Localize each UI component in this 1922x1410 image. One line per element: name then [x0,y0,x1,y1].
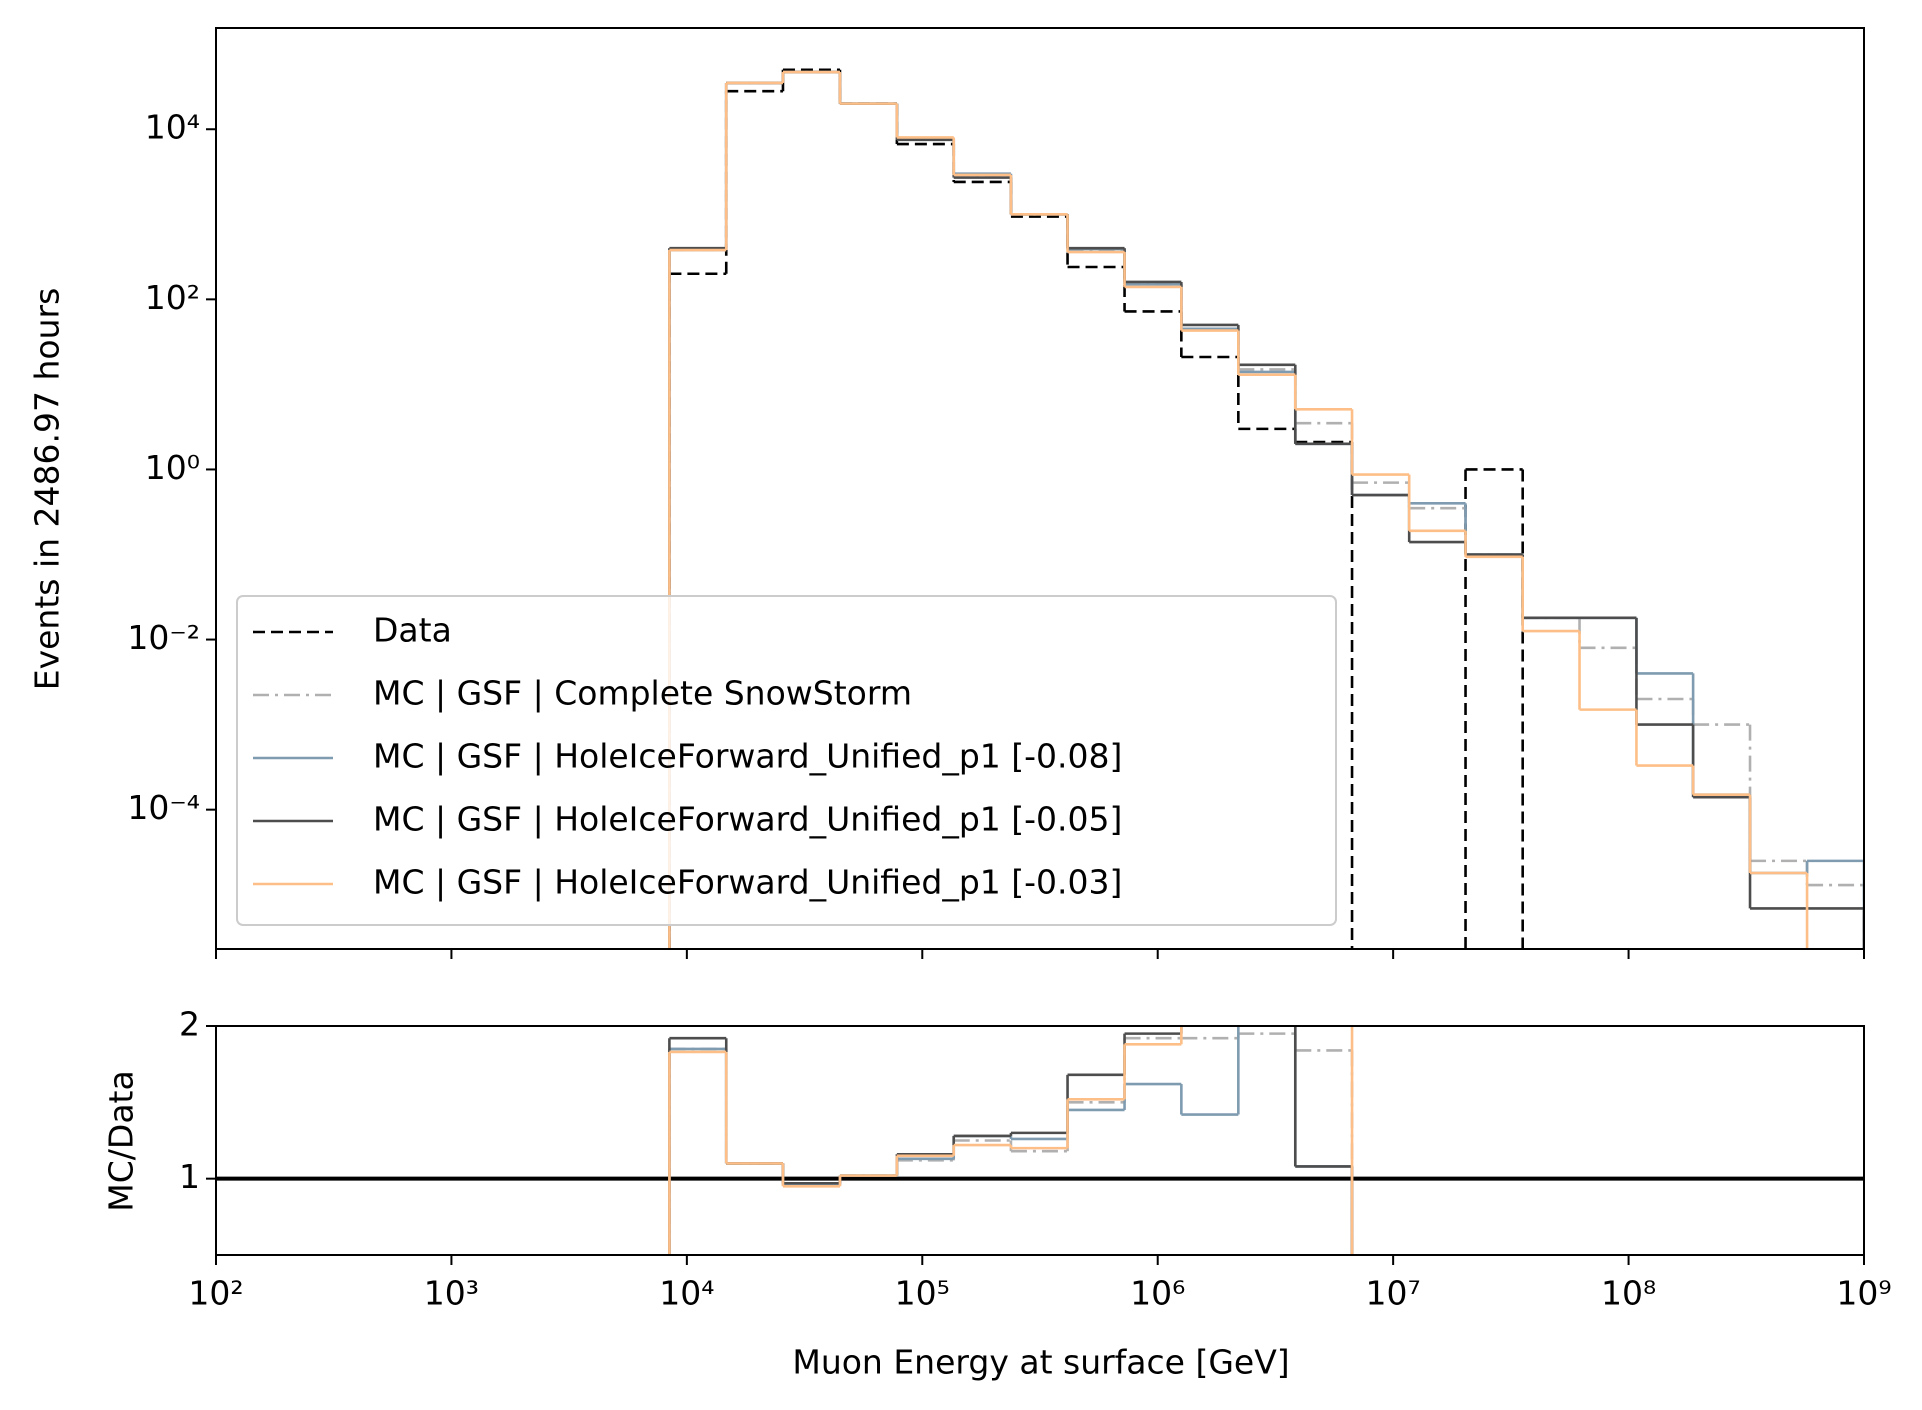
legend-label: Data [373,611,452,650]
plot-area [216,1026,1864,1255]
x-axis-label: Muon Energy at surface [GeV] [792,1343,1289,1382]
axes-frame [215,27,1865,950]
x-tick-label: 10³ [424,1274,479,1313]
y-tick-label: 10⁴ [145,108,200,147]
legend-label: MC | GSF | HoleIceForward_Unified_p1 [-0… [373,800,1122,839]
x-tick-label: 10⁸ [1601,1274,1656,1313]
x-tick-label: 10² [188,1274,243,1313]
x-tick-label: 10⁴ [659,1274,714,1313]
y-tick-label: 10² [145,278,200,317]
x-tick-label: 10⁶ [1130,1274,1185,1313]
x-tick-label: 10⁹ [1836,1274,1891,1313]
x-tick-label: 10⁵ [895,1274,950,1313]
legend-box [236,595,1337,926]
y-tick-label: 10⁻² [127,618,200,657]
legend-label: MC | GSF | HoleIceForward_Unified_p1 [-0… [373,737,1122,776]
y-axis-label: Events in 2486.97 hours [28,288,67,691]
y-tick-label: 2 [179,1005,200,1044]
legend-label: MC | GSF | Complete SnowStorm [373,674,912,713]
axes-frame [215,1025,1865,1256]
y-tick-label: 10⁻⁴ [127,788,200,827]
y-axis-label: MC/Data [102,1070,141,1211]
y-tick-label: 10⁰ [145,448,200,487]
x-tick-label: 10⁷ [1366,1274,1421,1313]
y-tick-label: 1 [179,1157,200,1196]
legend-label: MC | GSF | HoleIceForward_Unified_p1 [-0… [373,863,1122,902]
